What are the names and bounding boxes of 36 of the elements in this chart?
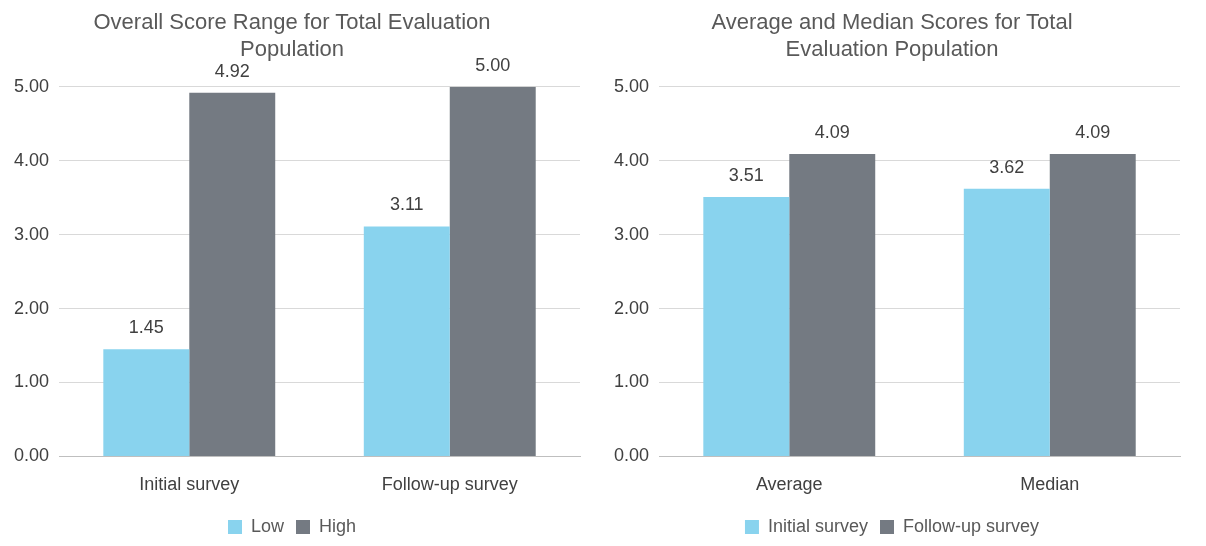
- bar: [789, 154, 876, 456]
- bar: [449, 86, 536, 456]
- legend-label: High: [319, 515, 357, 536]
- y-tick-label: 1.00: [613, 371, 650, 392]
- data-label: 4.09: [814, 122, 850, 143]
- legend-label: Low: [250, 515, 285, 536]
- y-tick-label: 2.00: [13, 297, 50, 318]
- data-label: 4.09: [1075, 122, 1111, 143]
- data-label: 1.45: [128, 317, 164, 338]
- legend-label: Initial survey: [767, 515, 869, 536]
- x-tick-label: Median: [1020, 474, 1080, 495]
- chart-title: Average and Median Scores for Total Evaluation Population: [711, 9, 1073, 61]
- y-tick-label: 0.00: [13, 445, 50, 466]
- legend-label: Follow-up survey: [903, 515, 1040, 536]
- y-tick-label: 1.00: [13, 371, 50, 392]
- y-tick-label: 3.00: [613, 223, 650, 244]
- y-tick-label: 3.00: [13, 223, 50, 244]
- y-tick-label: 2.00: [613, 297, 650, 318]
- data-label: 4.92: [214, 60, 250, 81]
- bar: [363, 226, 450, 456]
- y-tick-label: 4.00: [613, 149, 650, 170]
- data-label: 3.51: [728, 164, 764, 185]
- x-tick-label: Initial survey: [139, 474, 240, 495]
- y-tick-label: 5.00: [13, 75, 50, 96]
- bar: [1049, 154, 1136, 456]
- bar: [963, 188, 1050, 456]
- y-tick-label: 0.00: [613, 445, 650, 466]
- data-label: 3.62: [989, 156, 1025, 177]
- y-tick-label: 5.00: [613, 75, 650, 96]
- x-tick-label: Average: [755, 474, 823, 495]
- data-label: 3.11: [389, 194, 424, 215]
- x-tick-label: Follow-up survey: [381, 474, 518, 495]
- bar: [103, 349, 190, 456]
- bar: [189, 92, 276, 456]
- bar: [703, 196, 790, 456]
- y-tick-label: 4.00: [13, 149, 50, 170]
